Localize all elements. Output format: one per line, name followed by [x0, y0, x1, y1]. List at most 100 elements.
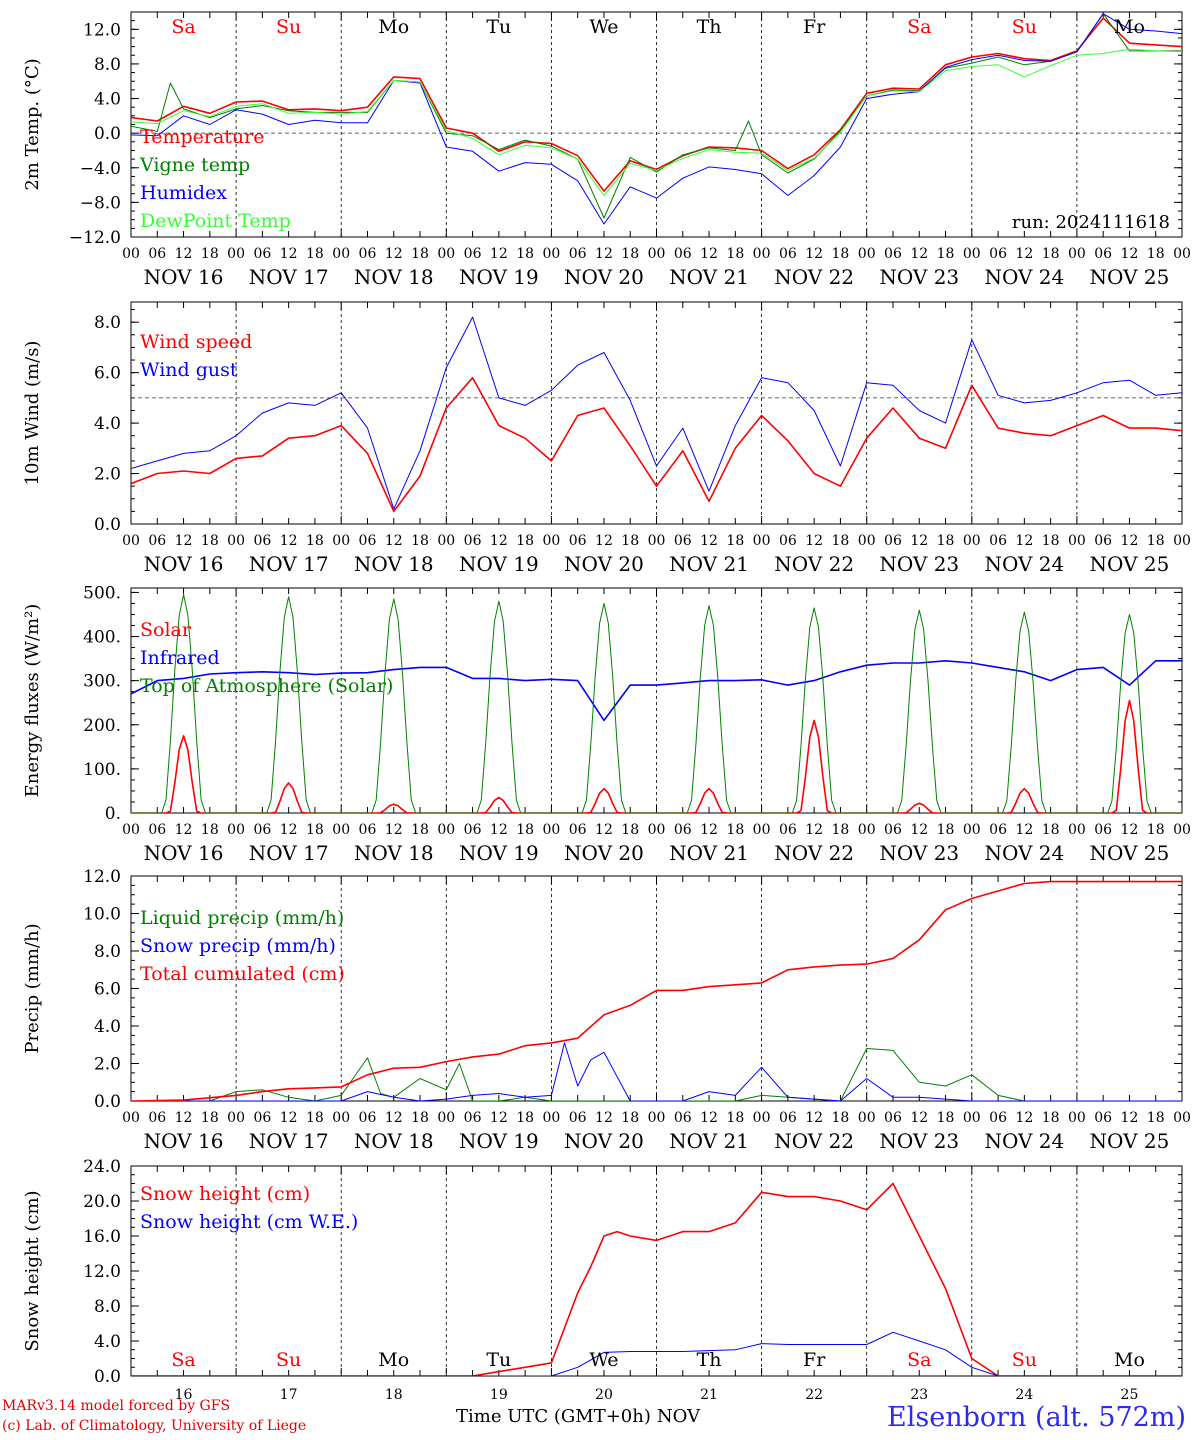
- date-label: NOV 17: [249, 552, 329, 576]
- y-tick-label: 400.: [83, 628, 121, 648]
- credit-model: MARv3.14 model forced by GFS: [2, 1398, 231, 1414]
- hour-label: 18: [621, 1110, 639, 1126]
- hour-label: 00: [227, 822, 245, 838]
- hour-label: 06: [148, 822, 166, 838]
- date-label: NOV 24: [984, 265, 1064, 289]
- date-label: NOV 25: [1090, 1129, 1170, 1153]
- hour-label: 12: [490, 533, 508, 549]
- run-annotation: run: 2024111618: [1012, 212, 1170, 233]
- hour-label: 06: [359, 1110, 377, 1126]
- date-label: NOV 17: [249, 1129, 329, 1153]
- series-line-snow-precip-mm-h-: [131, 1042, 1182, 1101]
- hour-label: 00: [1068, 246, 1086, 262]
- hour-label: 00: [753, 246, 771, 262]
- hour-label: 06: [779, 533, 797, 549]
- series-line-humidex: [131, 13, 1182, 225]
- hour-label: 12: [1121, 822, 1139, 838]
- weekday-label: Sa: [171, 16, 195, 38]
- hour-label: 12: [910, 1110, 928, 1126]
- legend-entry: Temperature: [140, 126, 264, 148]
- y-axis-label: Energy fluxes (W/m²): [22, 604, 43, 798]
- hour-label: 18: [1042, 822, 1060, 838]
- hour-label: 00: [963, 246, 981, 262]
- hour-label: 06: [464, 822, 482, 838]
- hour-label: 06: [674, 822, 692, 838]
- hour-label: 00: [122, 246, 140, 262]
- day-number-label: 24: [1015, 1387, 1033, 1403]
- hour-label: 06: [779, 822, 797, 838]
- date-label: NOV 17: [249, 265, 329, 289]
- hour-label: 12: [1015, 533, 1033, 549]
- hour-label: 00: [122, 822, 140, 838]
- hour-label: 00: [1173, 822, 1191, 838]
- time-axis-unit: NOV: [656, 1406, 701, 1427]
- hour-label: 18: [201, 822, 219, 838]
- hour-label: 12: [595, 822, 613, 838]
- hour-label: 00: [437, 246, 455, 262]
- series-line-snow-height-cm-w-e-: [131, 1331, 1182, 1376]
- weekday-label: Su: [276, 16, 301, 38]
- date-label: NOV 19: [459, 841, 539, 865]
- date-label: NOV 16: [144, 841, 224, 865]
- hour-label: 18: [726, 533, 744, 549]
- y-tick-label: 0.: [105, 804, 121, 824]
- hour-label: 00: [963, 1110, 981, 1126]
- date-label: NOV 19: [459, 1129, 539, 1153]
- hour-label: 06: [884, 1110, 902, 1126]
- hour-label: 00: [1173, 533, 1191, 549]
- hour-label: 12: [805, 822, 823, 838]
- hour-label: 06: [359, 246, 377, 262]
- date-label: NOV 24: [984, 552, 1064, 576]
- hour-label: 18: [516, 246, 534, 262]
- hour-label: 06: [464, 246, 482, 262]
- day-number-label: 18: [385, 1387, 403, 1403]
- date-label: NOV 17: [249, 841, 329, 865]
- date-label: NOV 22: [774, 1129, 854, 1153]
- hour-label: 12: [910, 246, 928, 262]
- hour-label: 00: [542, 822, 560, 838]
- series-line-liquid-precip-mm-h-: [131, 1048, 1182, 1101]
- hour-label: 18: [411, 1110, 429, 1126]
- weekday-label: We: [589, 1349, 618, 1371]
- legend-entry: Total cumulated (cm): [140, 963, 345, 985]
- hour-label: 00: [1068, 822, 1086, 838]
- date-label: NOV 16: [144, 1129, 224, 1153]
- hour-label: 18: [516, 822, 534, 838]
- series-line-wind-gust: [131, 316, 1182, 510]
- hour-label: 00: [648, 822, 666, 838]
- hour-label: 00: [227, 1110, 245, 1126]
- weekday-label: Th: [697, 1349, 722, 1371]
- y-tick-label: 24.0: [83, 1157, 121, 1177]
- hour-label: 06: [1094, 246, 1112, 262]
- hour-label: 18: [1042, 246, 1060, 262]
- day-number-label: 21: [700, 1387, 718, 1403]
- hour-label: 00: [963, 533, 981, 549]
- hour-label: 12: [805, 533, 823, 549]
- hour-label: 18: [201, 246, 219, 262]
- hour-label: 12: [805, 246, 823, 262]
- date-label: NOV 22: [774, 552, 854, 576]
- day-number-label: 20: [595, 1387, 613, 1403]
- hour-label: 06: [569, 822, 587, 838]
- series-line-vigne-temp: [131, 13, 1182, 219]
- hour-label: 12: [1015, 246, 1033, 262]
- legend-entry: DewPoint Temp: [140, 210, 291, 232]
- date-label: NOV 19: [459, 552, 539, 576]
- date-label: NOV 18: [354, 841, 434, 865]
- hour-label: 00: [753, 533, 771, 549]
- weekday-label: Th: [697, 16, 722, 38]
- y-tick-label: 8.0: [94, 942, 121, 962]
- hour-label: 12: [700, 822, 718, 838]
- date-label: NOV 21: [669, 265, 749, 289]
- y-axis-label: Precip (mm/h): [22, 923, 43, 1053]
- weekday-label: Mo: [1114, 1349, 1145, 1371]
- date-label: NOV 22: [774, 841, 854, 865]
- hour-label: 00: [648, 246, 666, 262]
- hour-label: 00: [858, 822, 876, 838]
- hour-label: 12: [700, 533, 718, 549]
- y-tick-label: 0.0: [94, 1092, 121, 1112]
- hour-label: 00: [332, 533, 350, 549]
- weekday-label: Fr: [803, 16, 826, 38]
- hour-label: 06: [779, 246, 797, 262]
- hour-label: 12: [1121, 246, 1139, 262]
